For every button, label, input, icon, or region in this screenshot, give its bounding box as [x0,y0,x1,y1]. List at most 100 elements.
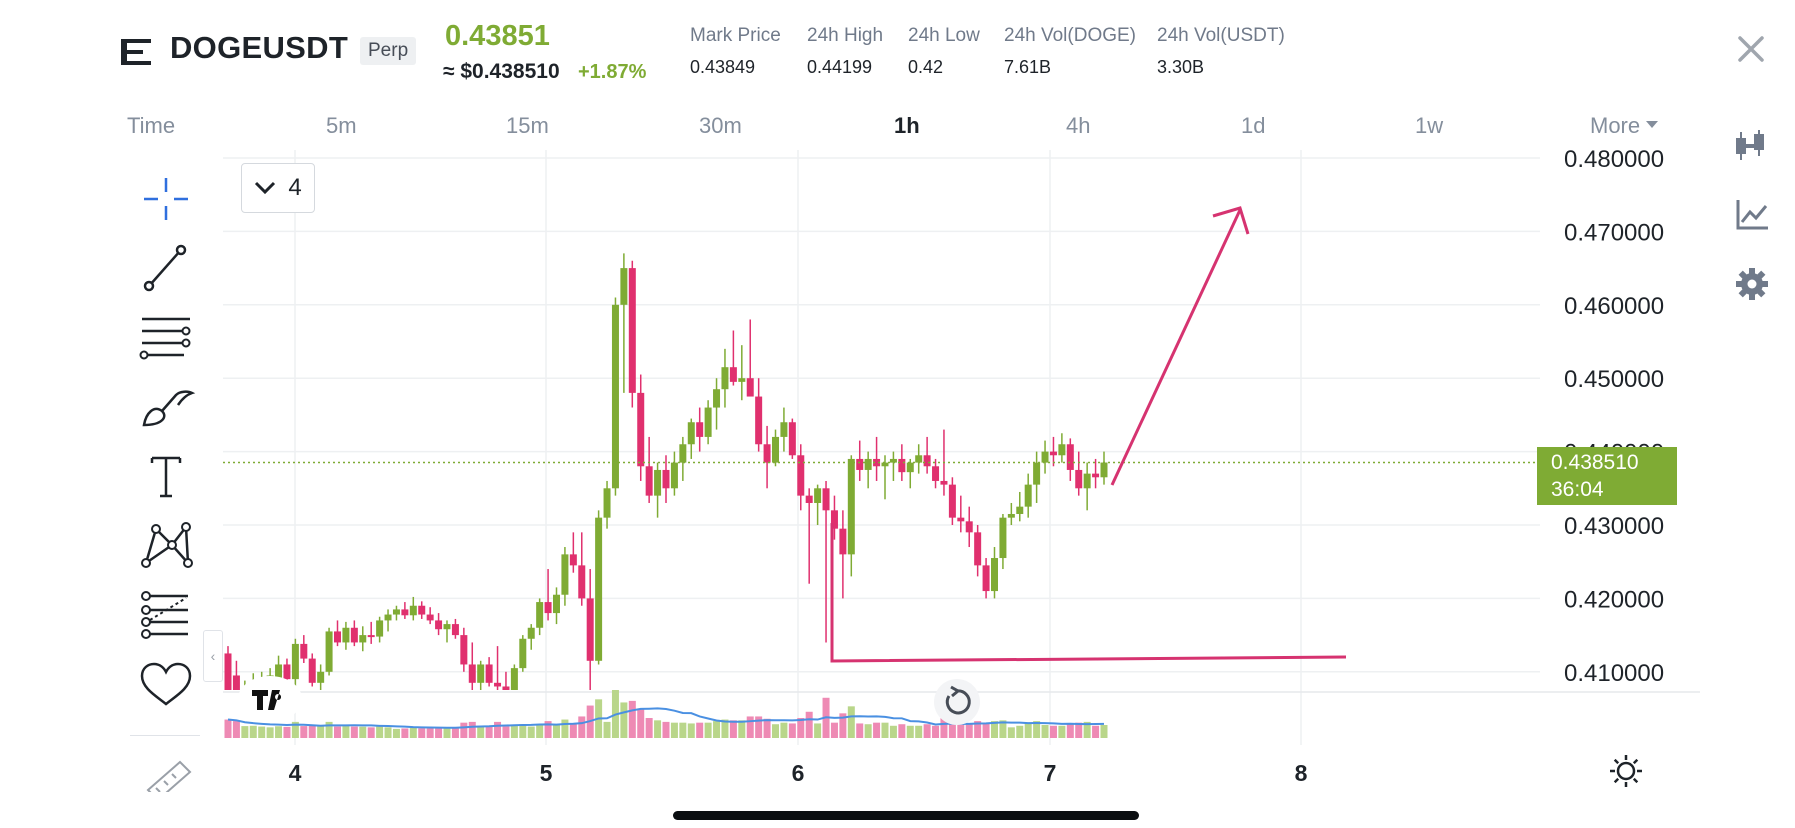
candle-body [460,635,468,665]
volume-bar [258,726,266,738]
volume-bar [847,706,855,738]
volume-bar [1007,727,1015,738]
crosshair-tool[interactable] [136,174,196,224]
usd-price: ≈ $0.438510 [443,60,560,83]
chart-line-icon [1736,200,1768,230]
volume-bar [460,722,468,738]
volume-bar [1033,721,1041,738]
volume-bar [418,728,426,738]
candle-body [780,422,788,437]
contract-type-badge: Perp [360,37,417,65]
volume-bar [317,725,325,738]
vol-doge-value: 7.61B [1004,57,1052,77]
volume-bar [780,722,788,738]
candle-body [468,664,476,683]
candle-body [494,682,502,687]
volume-bar [965,723,973,738]
candle-body [1024,484,1032,507]
volume-bar [485,725,493,738]
candle-body [670,462,678,489]
menu-icon[interactable] [121,37,153,67]
volume-bar [224,719,232,738]
close-icon[interactable] [1736,34,1766,64]
candle-body [763,444,771,463]
pattern-tool[interactable] [136,521,196,571]
candle-body [713,389,721,408]
candle-chart-type-button[interactable] [1730,126,1774,166]
candle-body [325,631,333,672]
volume-bar [334,726,341,738]
current-price-tag-price: 0.438510 [1551,451,1639,474]
caret-down-icon [1646,120,1659,128]
volume-bar [1066,722,1074,738]
theme-toggle-button[interactable] [1604,751,1648,791]
volume-bar [392,728,400,738]
text-tool[interactable] [136,452,196,502]
indicator-toggle[interactable]: 4 [241,163,315,213]
chart-settings-button[interactable] [1730,264,1774,304]
candle-body [283,664,291,680]
interval-30m[interactable]: 30m [699,113,742,138]
interval-1w[interactable]: 1w [1415,113,1444,138]
volume-bar [232,721,240,738]
low-24h-label: 24h Low [908,25,980,46]
favorites-tool[interactable] [136,660,196,710]
volume-bar [704,722,712,738]
candle-body [1100,462,1108,478]
brush-tool[interactable] [136,383,196,433]
candle-body [662,469,670,489]
y-tick-label: 0.480000 [1564,146,1664,173]
candle-body [645,466,653,496]
volume-bar [1041,725,1049,738]
interval-1h[interactable]: 1h [894,113,920,138]
interval-1d[interactable]: 1d [1241,113,1266,138]
symbol-name[interactable]: DOGEUSDT [170,30,349,65]
drawn-arrow-line [1110,209,1242,486]
more-intervals-button[interactable]: More [1590,113,1659,139]
volume-bar [763,718,771,738]
fib-levels-tool[interactable] [136,590,196,640]
indicators-button[interactable] [1730,194,1774,234]
volume-bar [443,727,451,738]
candle-body [788,422,796,456]
candle-body [561,554,569,595]
volume-bar [266,727,274,738]
horizontal-lines-tool[interactable] [136,313,196,363]
candle-body [755,396,763,445]
chevron-left-icon: ‹ [210,648,216,664]
volume-bar [519,724,527,738]
x-tick-label: 7 [1044,760,1057,786]
interval-5m[interactable]: 5m [326,113,357,138]
volume-bar [746,716,754,738]
candle-body [974,532,982,566]
ruler-tool[interactable] [136,752,196,792]
volume-bar [679,722,687,738]
interval-4h[interactable]: 4h [1066,113,1091,138]
candle-body [1075,469,1083,489]
reset-chart-button[interactable] [934,679,980,725]
toolbar-collapse-button[interactable]: ‹ [203,630,223,682]
candle-body [915,455,923,463]
volume-bar [241,726,249,738]
current-price-tag: 0.438510 36:04 [1537,447,1677,505]
volume-bar [376,726,384,738]
x-tick-label: 8 [1295,760,1308,786]
volume-bar [999,720,1007,738]
volume-bar [536,724,544,738]
candle-body [544,602,552,614]
candle-body [536,602,544,628]
volume-bar [561,719,569,738]
volume-bar [948,721,956,738]
candle-body [553,594,560,614]
y-tick-label: 0.410000 [1564,660,1664,687]
volume-bar [384,727,392,738]
trend-line-tool[interactable] [136,243,196,293]
volume-bar [645,718,653,738]
interval-15m[interactable]: 15m [506,113,549,138]
volume-bar [830,722,838,738]
volume-bar [1092,725,1100,738]
candle-body [704,407,712,437]
volume-bar [527,726,535,738]
candle-body [426,614,434,621]
